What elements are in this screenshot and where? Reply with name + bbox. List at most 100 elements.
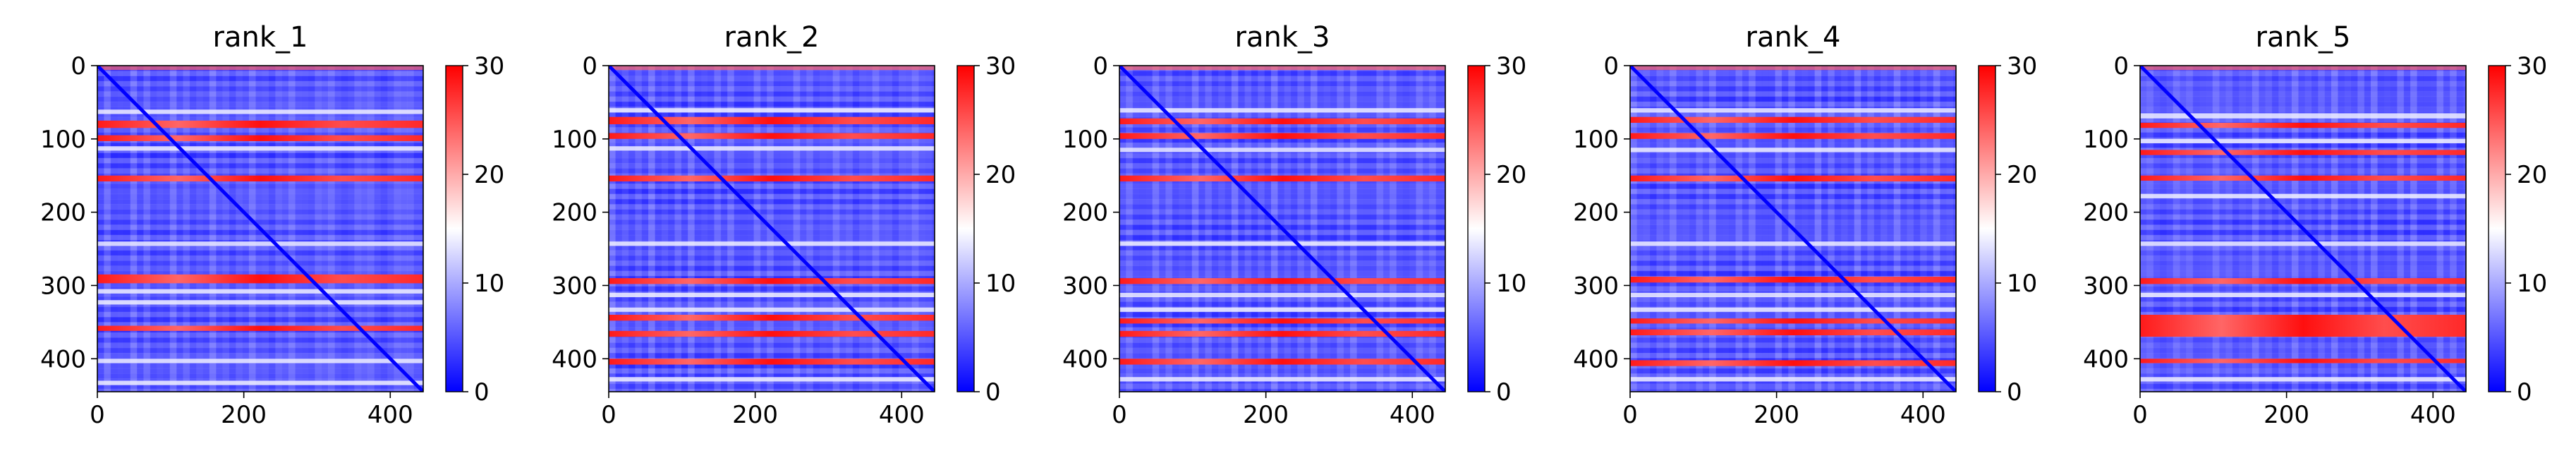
heatmap-high-band (97, 135, 423, 141)
heatmap-column-cell (1416, 66, 1423, 392)
heatmap-column-cell (123, 66, 131, 392)
heatmap-column-cell (1172, 66, 1179, 392)
heatmap-mid-band (97, 241, 423, 246)
heatmap-row-cell (2140, 132, 2466, 138)
heatmap-row-cell (1630, 322, 1956, 328)
heatmap-column-cell (2304, 66, 2312, 392)
heatmap-column-cell (242, 66, 250, 392)
heatmap-row-cell (609, 96, 935, 102)
heatmap-column-cell (609, 66, 616, 392)
heatmap-column-cell (892, 66, 899, 392)
heatmap-mid-band (1119, 307, 1445, 312)
heatmap-row-cell (609, 163, 935, 169)
heatmap-body (2140, 66, 2466, 392)
heatmap-column-cell (1231, 66, 1239, 392)
heatmap-column-cell (2344, 66, 2352, 392)
heatmap-column-cell (374, 66, 382, 392)
axes-frame (608, 65, 935, 392)
heatmap-row-cell (609, 209, 935, 215)
heatmap-column-cell (1630, 66, 1637, 392)
heatmap-column-cell (2430, 66, 2437, 392)
heatmap-column-cell (1119, 66, 1126, 392)
heatmap-mid-band (1119, 377, 1445, 382)
heatmap-mid-band (2140, 113, 2466, 119)
heatmap-column-cell (753, 66, 761, 392)
colorbar (1467, 65, 1486, 392)
heatmap-column-cell (1251, 66, 1258, 392)
heatmap-column-cell (1814, 66, 1822, 392)
heatmap-row-cell (1119, 301, 1445, 308)
heatmap-column-cell (1422, 66, 1430, 392)
heatmap-row-cell (1630, 137, 1956, 143)
heatmap-row-cell (1630, 188, 1956, 195)
heatmap-row-cell (1630, 352, 1956, 359)
heatmap-high-band (609, 175, 935, 182)
heatmap-row-cell (1119, 347, 1445, 354)
heatmap-row-cell (97, 383, 423, 390)
colorbar-tick-label: 20 (985, 161, 1016, 189)
heatmap-column-cell (2180, 66, 2187, 392)
heatmap-row-cell (97, 322, 423, 328)
heatmap-high-band (97, 274, 423, 284)
panel-rank-3: rank_3 0 200 400 0 100 200 300 400 0 10 20 30 (1022, 0, 1526, 463)
heatmap-row-cell (609, 188, 935, 195)
heatmap-row-cell (609, 76, 935, 82)
heatmap-column-cell (1841, 66, 1848, 392)
heatmap-column-cell (2383, 66, 2391, 392)
heatmap-column-cell (2403, 66, 2411, 392)
heatmap-column-cell (275, 66, 283, 392)
heatmap-row-cell (97, 286, 423, 292)
heatmap-column-cell (1656, 66, 1664, 392)
heatmap-row-cell (1119, 363, 1445, 369)
heatmap-column-cell (176, 66, 183, 392)
y-tick-label: 400 (1062, 345, 1108, 373)
heatmap-row-cell (609, 250, 935, 256)
heatmap-column-cell (1330, 66, 1337, 392)
heatmap-row-cell (2140, 96, 2466, 102)
heatmap-mid-band (2140, 138, 2466, 144)
y-tick-label: 200 (1062, 199, 1108, 227)
x-tick-label: 200 (221, 401, 267, 429)
heatmap-column-cell (216, 66, 224, 392)
colorbar-tick-label: 30 (474, 52, 504, 80)
heatmap-column-cell (1781, 66, 1789, 392)
heatmap-row-cell (97, 317, 423, 323)
heatmap-row-cell (1119, 337, 1445, 343)
heatmap-high-band (1630, 329, 1956, 336)
heatmap-row-cell (1630, 71, 1956, 77)
heatmap-column-cell (1801, 66, 1809, 392)
heatmap-column-cell (1676, 66, 1684, 392)
heatmap-row-cell (1119, 327, 1445, 333)
heatmap-row-cell (2140, 101, 2466, 107)
heatmap-row-cell (609, 234, 935, 241)
heatmap-column-cell (1881, 66, 1888, 392)
heatmap-row-cell (2140, 270, 2466, 277)
y-tick-label: 200 (1573, 199, 1619, 227)
heatmap-row-cell (97, 363, 423, 369)
heatmap-row-cell (609, 80, 935, 87)
heatmap-row-cell (2140, 152, 2466, 159)
heatmap-row-cell (1630, 311, 1956, 318)
heatmap-column-cell (806, 66, 814, 392)
y-tick-label: 300 (2083, 272, 2129, 300)
heatmap-column-cell (1317, 66, 1325, 392)
heatmap-column-cell (1873, 66, 1881, 392)
heatmap-column-cell (1821, 66, 1828, 392)
heatmap-column-cell (1363, 66, 1371, 392)
heatmap-column-cell (688, 66, 695, 392)
heatmap-row-cell (609, 322, 935, 328)
heatmap-row-cell (1630, 234, 1956, 241)
heatmap-column-cell (1952, 66, 1956, 392)
heatmap-row-cell (2140, 255, 2466, 261)
heatmap-column-cell (826, 66, 834, 392)
heatmap-mid-band (2140, 193, 2466, 198)
heatmap-column-cell (1682, 66, 1690, 392)
heatmap-row-cell (1630, 127, 1956, 133)
heatmap-column-cell (1270, 66, 1278, 392)
heatmap-row-cell (609, 168, 935, 174)
heatmap-row-cell (1119, 255, 1445, 261)
heatmap-row-cell (1630, 163, 1956, 169)
heatmap-row-cell (609, 260, 935, 266)
heatmap-column-cell (1409, 66, 1416, 392)
heatmap-column-cell (1808, 66, 1816, 392)
